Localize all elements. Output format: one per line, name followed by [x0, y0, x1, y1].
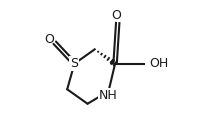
Text: O: O	[111, 9, 121, 22]
Text: OH: OH	[149, 57, 168, 70]
Text: S: S	[70, 57, 78, 70]
Text: O: O	[45, 33, 54, 46]
Text: NH: NH	[99, 89, 118, 102]
